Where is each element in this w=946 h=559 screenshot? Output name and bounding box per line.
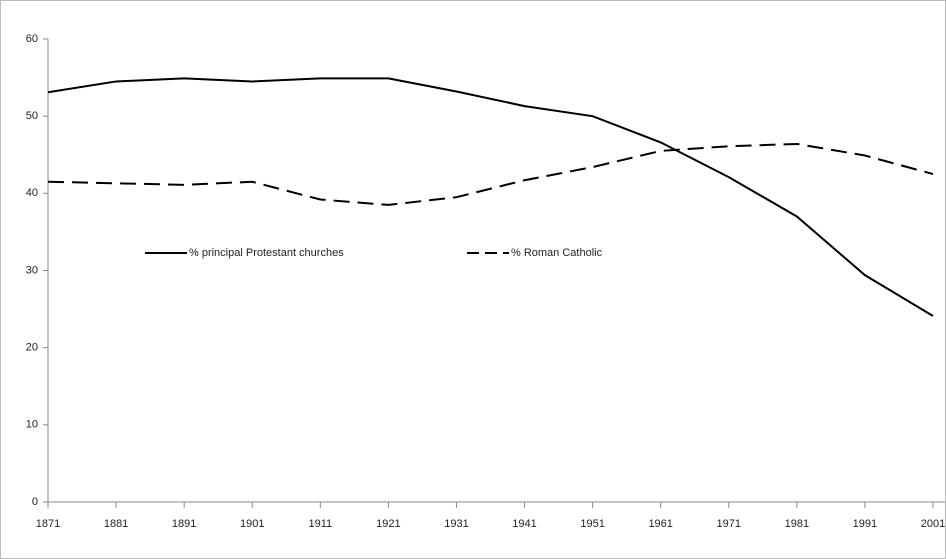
x-tick-label: 1961 bbox=[648, 518, 672, 530]
x-tick-label: 1881 bbox=[104, 518, 128, 530]
x-tick-label: 1871 bbox=[36, 518, 60, 530]
series-line bbox=[47, 142, 934, 206]
x-tick-label: 1941 bbox=[512, 518, 536, 530]
x-tick-label: 1951 bbox=[580, 518, 604, 530]
x-tick-label: 1891 bbox=[172, 518, 196, 530]
y-tick-label: 10 bbox=[26, 419, 38, 431]
y-tick-label: 50 bbox=[26, 110, 38, 122]
x-tick-label: 1971 bbox=[717, 518, 741, 530]
legend-label: % Roman Catholic bbox=[511, 247, 603, 259]
x-tick-label: 1901 bbox=[240, 518, 264, 530]
x-tick-label: 2001 bbox=[921, 518, 945, 530]
legend-label: % principal Protestant churches bbox=[189, 247, 344, 259]
y-tick-label: 20 bbox=[26, 342, 38, 354]
x-tick-label: 1921 bbox=[376, 518, 400, 530]
series-line bbox=[47, 77, 934, 317]
x-tick-label: 1931 bbox=[444, 518, 468, 530]
x-tick-label: 1911 bbox=[308, 518, 332, 530]
y-tick-label: 0 bbox=[32, 496, 38, 508]
x-tick-label: 1981 bbox=[785, 518, 809, 530]
x-tick-label: 1991 bbox=[853, 518, 877, 530]
y-tick-label: 30 bbox=[26, 264, 38, 276]
y-tick-label: 40 bbox=[26, 187, 38, 199]
y-tick-label: 60 bbox=[26, 33, 38, 45]
